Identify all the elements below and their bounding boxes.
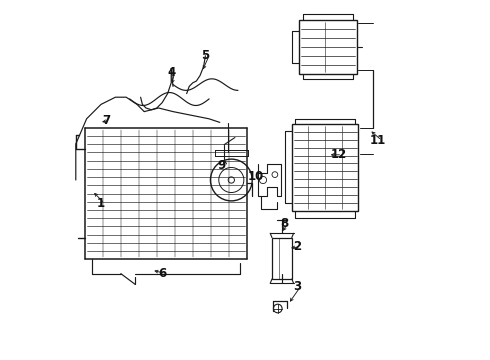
Text: 5: 5: [201, 49, 210, 62]
Text: 1: 1: [97, 197, 105, 210]
Text: 11: 11: [370, 134, 386, 147]
Bar: [299, 20, 357, 74]
Text: 4: 4: [167, 66, 175, 78]
Bar: [292, 124, 358, 211]
Text: 9: 9: [218, 159, 226, 172]
Text: 10: 10: [247, 170, 264, 183]
Text: 8: 8: [280, 217, 289, 230]
Text: 12: 12: [330, 148, 347, 161]
Bar: [272, 238, 292, 279]
Text: 6: 6: [158, 267, 166, 280]
Text: 3: 3: [293, 280, 301, 293]
Text: 2: 2: [293, 240, 301, 253]
Text: 7: 7: [102, 114, 110, 127]
